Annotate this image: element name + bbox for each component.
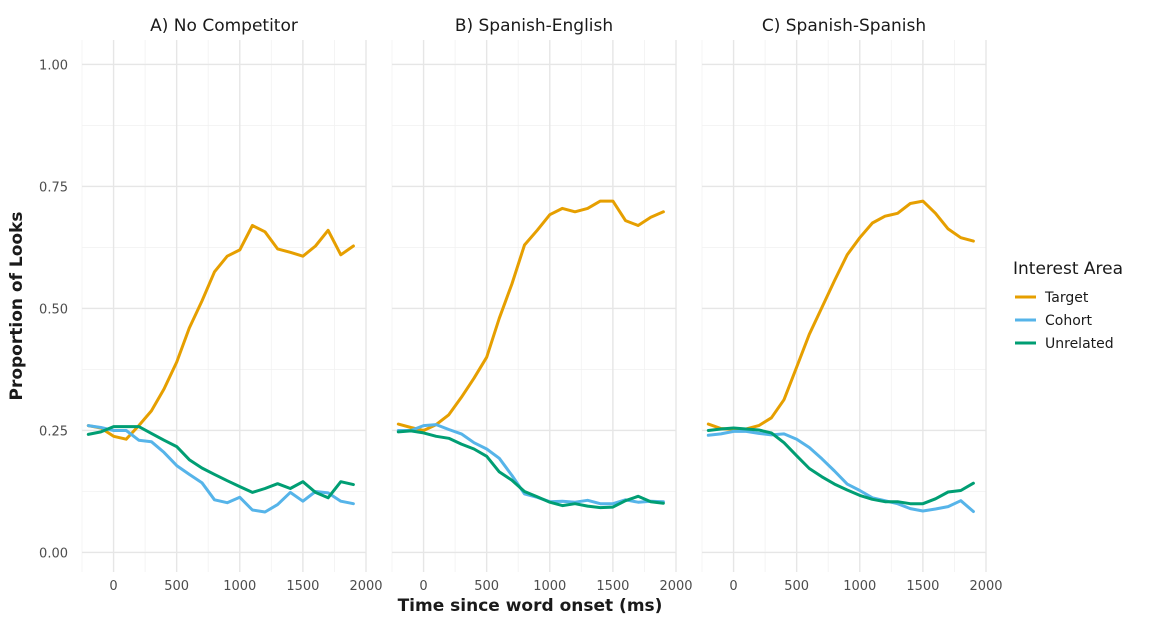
panel-2-x-tick-label: 2000	[659, 579, 692, 594]
legend-label-unrelated: Unrelated	[1045, 336, 1114, 352]
panel-2-x-tick-label: 1500	[596, 579, 629, 594]
panel-1-x-tick-label: 2000	[349, 579, 382, 594]
y-tick-label: 0.00	[39, 546, 68, 561]
panel-1-series-target-line	[86, 224, 355, 441]
panel-1-x-tick-label: 0	[109, 579, 117, 594]
panel-2-x-tick-label: 500	[474, 579, 499, 594]
panel-1-title: A) No Competitor	[150, 16, 298, 36]
y-tick-label: 0.75	[39, 180, 68, 195]
panel-2-series-unrelated-line	[396, 429, 665, 510]
panel-1-series-cohort-line	[86, 424, 355, 514]
panel-1-x-tick-label: 1000	[223, 579, 256, 594]
panel-3-series-unrelated-line	[706, 426, 975, 506]
panel-3-x-tick-label: 1500	[906, 579, 939, 594]
y-tick-label: 0.25	[39, 424, 68, 439]
legend-title: Interest Area	[1013, 259, 1123, 279]
y-tick-label: 1.00	[39, 58, 68, 73]
y-tick-label: 0.50	[39, 302, 68, 317]
panel-1-x-tick-label: 1500	[286, 579, 319, 594]
panel-1-series-unrelated-line	[86, 425, 355, 500]
panel-3-series-target-line	[706, 199, 975, 431]
panel-3-x-tick-label: 1000	[843, 579, 876, 594]
panel-2-x-tick-label: 1000	[533, 579, 566, 594]
panel-3-x-tick-label: 2000	[969, 579, 1002, 594]
panel-1-x-tick-label: 500	[164, 579, 189, 594]
legend-label-cohort: Cohort	[1045, 313, 1093, 329]
panel-2-series-target-line	[396, 199, 665, 432]
panel-3-x-tick-label: 0	[729, 579, 737, 594]
y-axis-title: Proportion of Looks	[7, 211, 27, 400]
panel-2-title: B) Spanish-English	[455, 16, 613, 36]
panel-3-title: C) Spanish-Spanish	[762, 16, 926, 36]
x-axis-title: Time since word onset (ms)	[398, 596, 663, 616]
panel-3-x-tick-label: 500	[784, 579, 809, 594]
panel-2-x-tick-label: 0	[419, 579, 427, 594]
legend-label-target: Target	[1044, 290, 1089, 306]
panel-3-series-cohort-line	[706, 429, 975, 513]
